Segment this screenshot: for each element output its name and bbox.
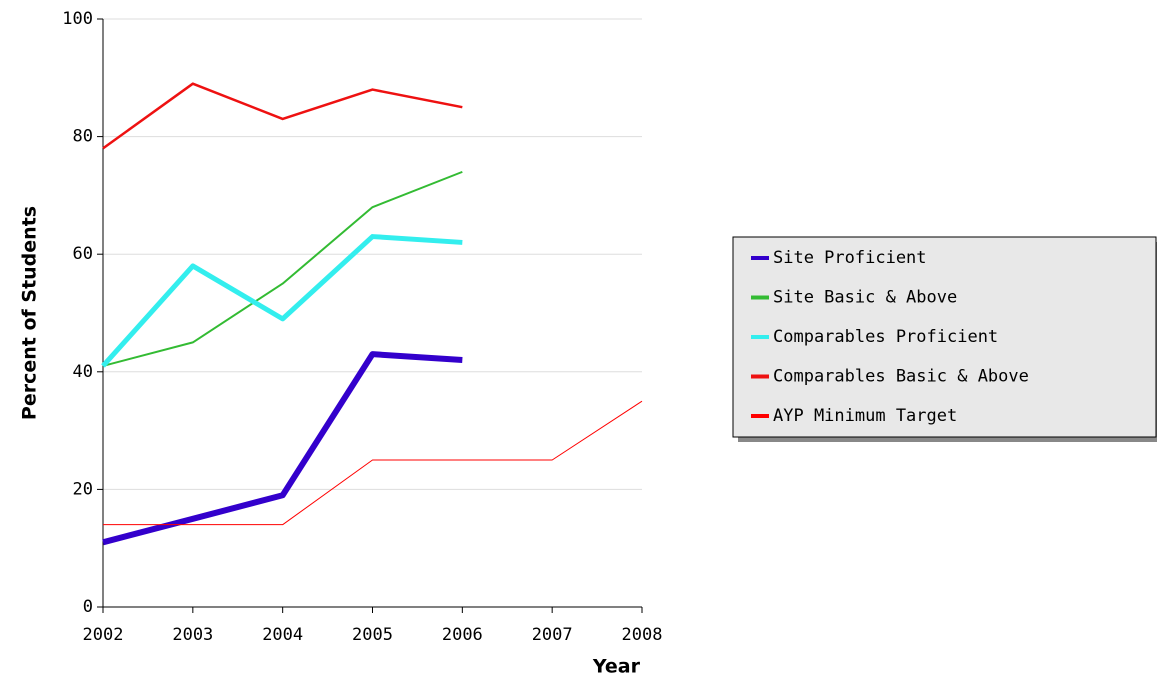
y-tick-label: 100	[62, 9, 93, 29]
legend-label: AYP Minimum Target	[773, 406, 957, 426]
x-tick-label: 2005	[352, 625, 393, 645]
legend-label: Site Basic & Above	[773, 288, 957, 308]
y-tick-label: 20	[73, 479, 93, 499]
x-tick-label: 2002	[83, 625, 124, 645]
x-tick-label: 2004	[262, 625, 303, 645]
y-tick-label: 80	[73, 127, 93, 147]
series-line	[102, 82, 463, 150]
y-axis-label: Percent of Students	[19, 206, 41, 420]
legend: Site Proficient Site Basic & Above Compara…	[732, 236, 1157, 442]
legend-label: Comparables Proficient	[773, 327, 998, 347]
legend-box	[732, 236, 1157, 438]
x-tick-label: 2006	[442, 625, 483, 645]
y-tick-label: 60	[73, 244, 93, 264]
x-axis-label: Year	[592, 656, 641, 678]
legend-label: Site Proficient	[773, 248, 927, 268]
x-tick-label: 2003	[172, 625, 213, 645]
series-line	[102, 351, 463, 546]
series-line	[101, 234, 463, 368]
y-tick-label: 0	[83, 597, 93, 617]
series-line	[102, 170, 463, 367]
y-tick-label: 40	[73, 362, 93, 382]
series-line	[103, 400, 643, 526]
x-tick-label: 2007	[532, 625, 573, 645]
legend-label: Comparables Basic & Above	[773, 367, 1029, 387]
x-tick-label: 2008	[622, 625, 663, 645]
